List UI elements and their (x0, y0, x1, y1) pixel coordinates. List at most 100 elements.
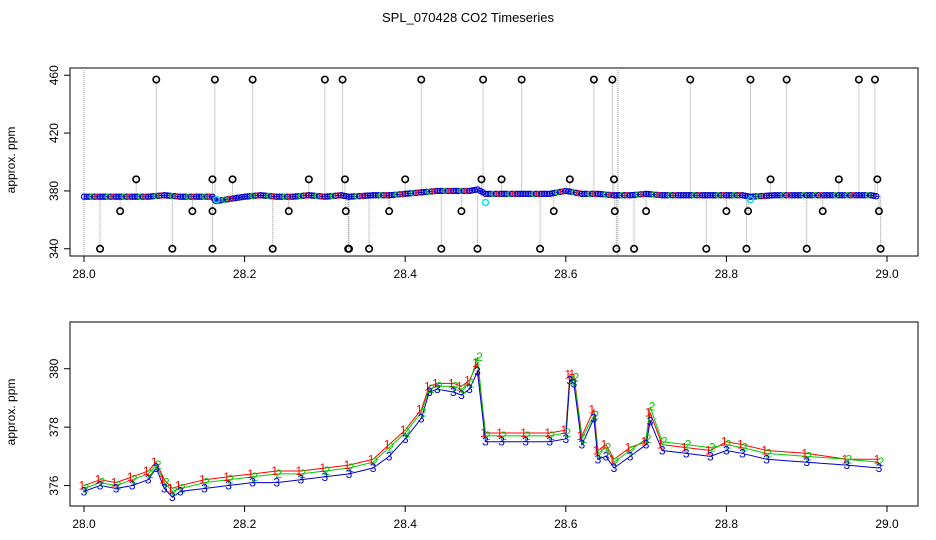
flag-point (344, 244, 353, 253)
series-1-point: 1 (480, 426, 487, 440)
flag-point (304, 175, 313, 184)
series-3-point: 3 (876, 461, 883, 475)
series-2-point: 2 (709, 441, 716, 455)
series-2-point: 2 (685, 438, 692, 452)
flag-point (268, 244, 277, 253)
baseline-point (861, 192, 869, 199)
baseline-point (797, 192, 805, 199)
series-1-point: 1 (705, 444, 712, 458)
series-1-point: 1 (721, 435, 728, 449)
series-1-point: 1 (761, 444, 768, 458)
series-1-point: 1 (320, 461, 327, 475)
baseline-point (809, 192, 816, 199)
top-ytick-label: 380 (47, 181, 61, 201)
flag-point (210, 75, 219, 84)
flag-point (208, 207, 217, 216)
flag-point (870, 75, 879, 84)
flag-point (116, 207, 125, 216)
series-3-point: 3 (161, 481, 168, 495)
top-ytick-label: 340 (47, 238, 61, 258)
series-1-point: 1 (79, 479, 86, 493)
series-2-point: 2 (155, 458, 162, 472)
series-2-point: 2 (572, 370, 579, 384)
series-2-point: 2 (428, 382, 435, 396)
flag-point (340, 175, 349, 184)
flag-point (437, 244, 446, 253)
series-1-point: 1 (295, 464, 302, 478)
series-1-point: 1 (111, 476, 118, 490)
series-2-point: 2 (404, 426, 411, 440)
series-1-point: 1 (657, 438, 664, 452)
series-3-point: 3 (322, 470, 329, 484)
series-3-point: 3 (570, 376, 577, 390)
series-3-point: 3 (297, 473, 304, 487)
baseline-point (815, 192, 822, 199)
baseline-point (873, 193, 880, 200)
series-2-point: 2 (484, 429, 491, 443)
baseline-point (794, 192, 802, 199)
series-1-point: 1 (400, 423, 407, 437)
series-2-point: 2 (99, 476, 106, 490)
flag-point (96, 244, 105, 253)
series-2-point: 2 (524, 429, 531, 443)
flag-point (417, 75, 426, 84)
series-2-point: 2 (420, 406, 427, 420)
series-2-point: 2 (629, 444, 636, 458)
series-3-point: 3 (482, 435, 489, 449)
baseline-point (806, 192, 813, 199)
series-1-point: 1 (448, 376, 455, 390)
baseline-point (858, 192, 866, 199)
flag-point (834, 175, 843, 184)
flag-point (874, 207, 883, 216)
series-2-point: 2 (275, 467, 282, 481)
flag-point (702, 244, 711, 253)
series-1-point: 1 (645, 406, 652, 420)
baseline-point (832, 192, 840, 199)
top-x-axis: 28.0 28.2 28.4 28.6 28.8 29.0 (72, 256, 899, 281)
series-3-point: 3 (498, 435, 505, 449)
series-1-point: 1 (874, 452, 881, 466)
series-1-point: 1 (560, 423, 567, 437)
series-3-point: 3 (370, 461, 377, 475)
series-3-point: 3 (603, 449, 610, 463)
series-1-point: 1 (432, 376, 439, 390)
series-3-point: 3 (647, 414, 654, 428)
series-1-point: 1 (368, 452, 375, 466)
series-3-point: 3 (426, 385, 433, 399)
flag-point (565, 175, 574, 184)
bottom-xtick-label: 28.6 (554, 517, 578, 531)
flag-point (365, 244, 374, 253)
series-2-point: 2 (227, 473, 234, 487)
flag-point (876, 244, 885, 253)
series-2-line (83, 356, 880, 492)
flag-point (686, 75, 695, 84)
series-3-point: 3 (522, 435, 529, 449)
series-3-point: 3 (707, 449, 714, 463)
series-3-point: 3 (627, 449, 634, 463)
series-3-point: 3 (97, 479, 104, 493)
series-2-point: 2 (468, 376, 475, 390)
series-3-point: 3 (844, 458, 851, 472)
series-3-line (83, 369, 880, 498)
flag-point (228, 175, 237, 184)
bottom-ytick-label: 380 (47, 358, 61, 378)
bottom-ylabel: approx. ppm (4, 379, 18, 446)
series-3-point: 3 (643, 438, 650, 452)
flag-point (188, 207, 197, 216)
series-1-point: 1 (801, 446, 808, 460)
series-2-point: 2 (564, 426, 571, 440)
series-3-point: 3 (153, 461, 160, 475)
series-2-point: 2 (846, 452, 853, 466)
flag-point (477, 175, 486, 184)
flag-point (320, 75, 329, 84)
flag-point (517, 75, 526, 84)
series-3-point: 3 (434, 382, 441, 396)
top-xtick-label: 28.6 (554, 267, 578, 281)
baseline-point (870, 192, 877, 199)
baseline-point (791, 192, 799, 199)
series-2-point: 2 (131, 473, 138, 487)
series-3-point: 3 (595, 452, 602, 466)
top-ytick-label: 460 (47, 65, 61, 85)
series-1-point: 1 (151, 455, 158, 469)
series-3-point: 3 (169, 490, 176, 504)
